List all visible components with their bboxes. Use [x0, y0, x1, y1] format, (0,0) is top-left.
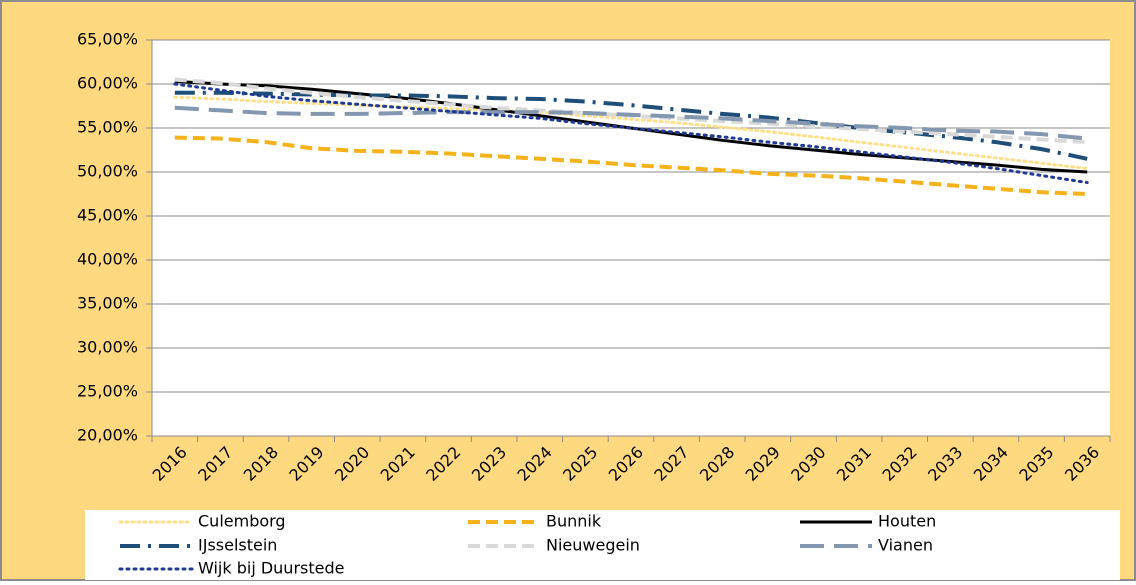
y-tick-label: 40,00%: [77, 250, 138, 269]
y-tick-label: 35,00%: [77, 294, 138, 313]
y-tick-label: 50,00%: [77, 162, 138, 181]
legend-label: Vianen: [878, 536, 933, 555]
y-tick-label: 30,00%: [77, 338, 138, 357]
series-line: [174, 135, 1088, 196]
series-line: [173, 95, 1089, 170]
series-line: [174, 105, 1088, 141]
y-tick-label: 20,00%: [77, 426, 138, 445]
legend-label: Houten: [878, 512, 936, 531]
legend-label: IJsselstein: [198, 536, 277, 555]
y-tick-label: 25,00%: [77, 382, 138, 401]
legend-label: Nieuwegein: [546, 536, 640, 555]
y-tick-label: 65,00%: [77, 30, 138, 49]
legend-label: Wijk bij Duurstede: [198, 559, 344, 578]
legend-box: [85, 510, 1120, 580]
plot-area: [152, 40, 1110, 436]
y-tick-label: 55,00%: [77, 118, 138, 137]
legend-label: Culemborg: [198, 512, 286, 531]
y-tick-label: 60,00%: [77, 74, 138, 93]
y-tick-label: 45,00%: [77, 206, 138, 225]
legend-label: Bunnik: [546, 512, 602, 531]
series-line: [173, 82, 1089, 185]
